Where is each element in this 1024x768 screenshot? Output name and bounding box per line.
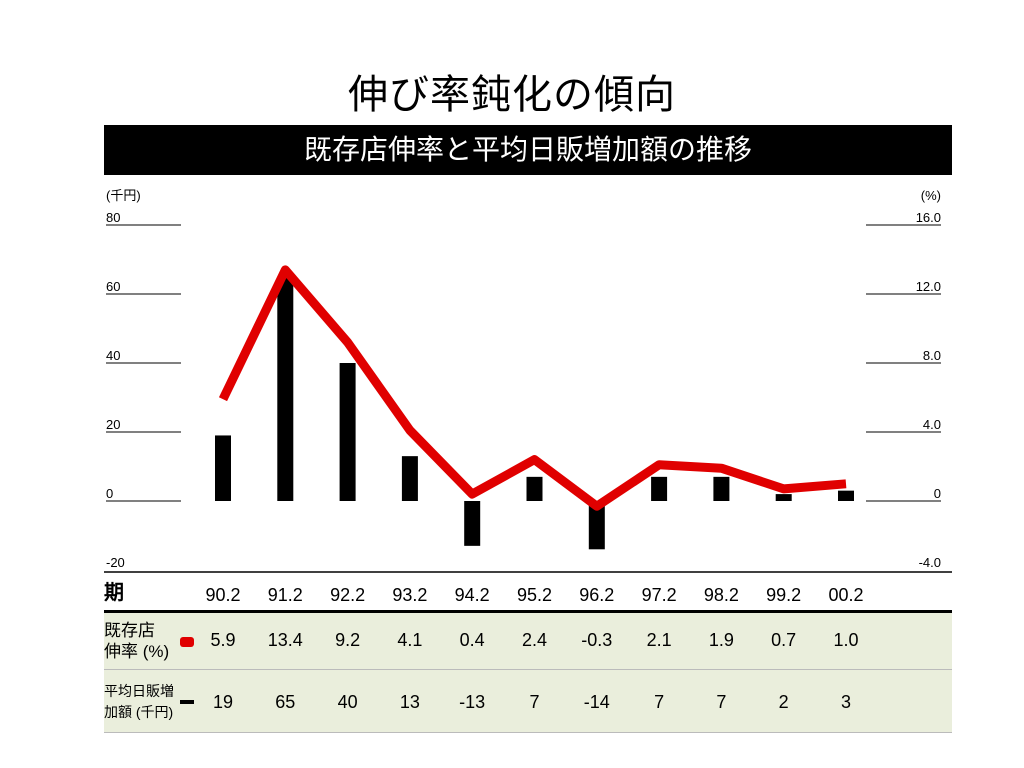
- amount-cell: 3: [840, 692, 851, 712]
- bar: [588, 501, 605, 550]
- period-label: 期: [104, 582, 124, 604]
- period-cell: 96.2: [579, 585, 615, 605]
- amount-cell: 7: [716, 692, 727, 712]
- left-tick-label: 40: [106, 348, 120, 363]
- rate-cell: 4.1: [397, 630, 423, 650]
- rate-legend-swatch: [180, 637, 194, 647]
- combo-chart: (千円) (%) 80 60 40 20 0 -20 16.0 12.0 8.0 4.0 0 -4.0: [104, 188, 952, 573]
- amount-cell: -14: [583, 692, 610, 712]
- rate-cell: 0.4: [459, 630, 485, 650]
- period-cell: 91.2: [267, 585, 303, 605]
- rate-cell: 13.4: [267, 630, 303, 650]
- amount-cell: 7: [529, 692, 540, 712]
- left-tick-label: 60: [106, 279, 120, 294]
- rate-cell: 1.9: [708, 630, 734, 650]
- period-cell: 98.2: [703, 585, 739, 605]
- left-tick-label: 20: [106, 417, 120, 432]
- slide-title: 伸び率鈍化の傾向: [348, 72, 676, 118]
- period-cell: 93.2: [392, 585, 428, 605]
- bar: [339, 363, 356, 501]
- amount-cell: 13: [399, 692, 420, 712]
- right-tick-label: -4.0: [919, 555, 941, 570]
- period-cell: 00.2: [828, 585, 864, 605]
- amount-cell: 19: [212, 692, 234, 712]
- amount-legend-swatch: [180, 700, 194, 704]
- amount-cell: 40: [337, 692, 358, 712]
- line-series: [218, 265, 847, 511]
- chart-banner: 既存店伸率と平均日販増加額の推移: [104, 125, 952, 175]
- period-cell: 90.2: [205, 585, 241, 605]
- rate-cell: -0.3: [581, 630, 613, 650]
- right-tick-label: 8.0: [923, 348, 941, 363]
- period-cell: 94.2: [454, 585, 490, 605]
- period-row: 期 90.2 91.2 92.2 93.2 94.2 95.2 96.2 97.2 98.2 99…: [104, 580, 952, 613]
- left-tick-label: 80: [106, 210, 120, 225]
- rate-cell: 0.7: [771, 630, 797, 650]
- amount-label: 平均日販増 加額 (千円): [104, 683, 174, 720]
- bar: [838, 490, 854, 501]
- left-tick-label: 0: [106, 486, 113, 501]
- rate-cell: 2.1: [646, 630, 672, 650]
- amount-cell: 7: [654, 692, 665, 712]
- bar: [401, 456, 418, 501]
- period-cell: 92.2: [330, 585, 366, 605]
- bar: [277, 276, 294, 501]
- left-tick-label: -20: [106, 555, 125, 570]
- amount-cell: 65: [275, 692, 296, 712]
- rate-cell: 2.4: [521, 630, 548, 650]
- right-tick-label: 12.0: [916, 279, 941, 294]
- bar: [215, 435, 231, 501]
- period-cell: 99.2: [766, 585, 802, 605]
- amount-cell: 2: [778, 692, 789, 712]
- rate-line: [218, 265, 847, 511]
- amount-cell: -13: [459, 692, 486, 712]
- rate-cell: 9.2: [335, 630, 361, 650]
- rate-label: 既存店 伸率 (%): [104, 621, 170, 661]
- amount-row: 平均日販増 加額 (千円) 19 65 40 13 -13 7 -14 7 7 2 3: [104, 670, 952, 733]
- right-axis-unit: (%): [921, 188, 941, 203]
- period-cell: 97.2: [641, 585, 677, 605]
- bar: [464, 501, 481, 546]
- rate-cell: 1.0: [833, 630, 859, 650]
- bar-series: [215, 276, 854, 550]
- bar: [775, 494, 792, 501]
- rate-row: 既存店 伸率 (%) 5.9 13.4 9.2 4.1 0.4 2.4 -0.3 2.1 1.9…: [104, 613, 952, 670]
- bar: [713, 476, 730, 501]
- bar: [526, 476, 543, 501]
- rate-cell: 5.9: [210, 630, 236, 650]
- bar: [651, 476, 668, 501]
- right-tick-label: 16.0: [916, 210, 941, 225]
- right-tick-label: 4.0: [923, 417, 941, 432]
- left-axis-unit: (千円): [106, 188, 141, 203]
- right-tick-label: 0: [934, 486, 941, 501]
- axes: (千円) (%) 80 60 40 20 0 -20 16.0 12.0 8.0 4.0 0 -4.0: [104, 188, 952, 573]
- period-cell: 95.2: [516, 585, 553, 605]
